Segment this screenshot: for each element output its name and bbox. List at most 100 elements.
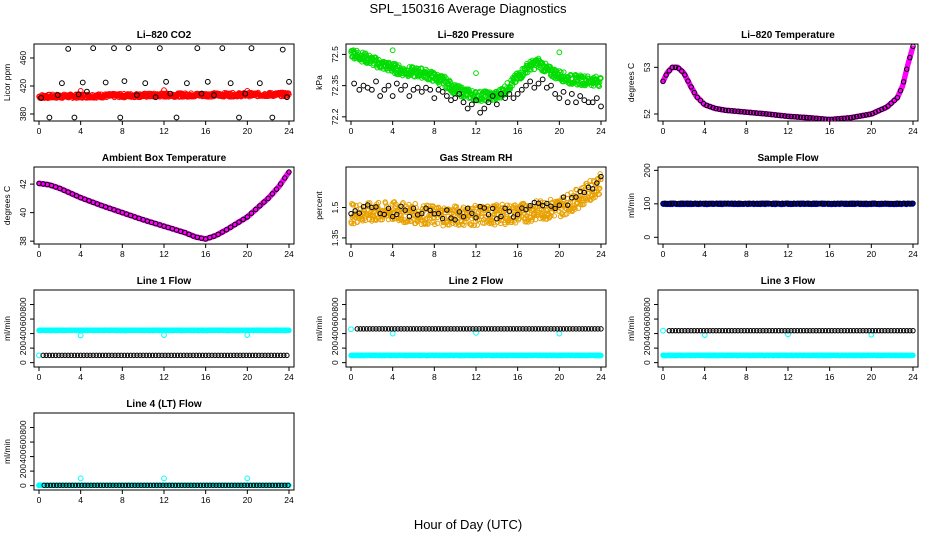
data-point [785,113,791,120]
data-point [593,95,600,102]
data-point [282,175,288,181]
y-tick-label: 72.2 [330,108,340,125]
data-point [385,82,392,89]
y-tick-label: 53 [642,62,652,72]
data-point [427,86,434,93]
data-point [772,112,779,118]
data-point [273,186,280,192]
y-tick-label: 200 [18,341,28,355]
y-tick-label: 800 [18,297,28,311]
data-point [382,200,389,206]
data-point [694,200,701,207]
data-point [506,91,513,97]
data-point [741,109,747,115]
data-point [685,78,691,84]
data-point [432,221,438,228]
data-point [212,352,218,359]
data-point [904,200,910,207]
data-point [427,207,433,214]
data-point [729,108,735,114]
data-point [423,205,429,211]
x-tick-label: 20 [555,372,565,382]
data-point [766,111,772,117]
y-tick-label: 200 [330,341,340,355]
data-point [452,217,458,223]
x-tick-label: 0 [37,126,42,136]
data-point [794,114,801,120]
y-tick-label: 400 [330,326,340,340]
data-point [447,78,453,85]
data-point [560,194,567,200]
data-point [90,352,96,359]
data-point [819,116,826,121]
data-point [561,69,567,75]
data-point [65,189,71,195]
data-point [143,352,149,359]
data-point [161,87,167,94]
x-tick-label: 16 [513,372,523,382]
x-tick-label: 8 [432,249,437,259]
data-point [854,113,860,120]
y-tick-label: 0 [18,360,28,365]
data-point [65,46,72,52]
data-point [666,200,672,207]
data-point [527,78,534,85]
data-point [894,94,901,101]
data-point [744,200,751,207]
data-point [398,203,404,209]
data-point [351,220,357,227]
x-tick-label: 16 [201,372,211,382]
data-point [531,84,538,91]
data-point [552,91,559,97]
x-tick-label: 20 [243,126,253,136]
data-point [453,203,460,210]
data-point [750,110,757,116]
data-point [788,113,794,120]
x-tick-label: 24 [596,372,606,382]
y-axis-label: kPa [314,75,324,90]
data-point [904,66,910,72]
data-point [137,352,143,359]
data-point [232,221,238,228]
data-point [190,352,196,359]
data-point [59,80,65,87]
data-point [725,200,732,207]
x-tick-label: 4 [78,126,83,136]
data-point [775,200,782,207]
panel-title: Li–820 Pressure [438,30,515,41]
data-point [221,352,228,359]
data-point [502,95,509,102]
data-point [236,219,242,225]
data-point [156,352,162,359]
data-point [548,213,554,219]
y-tick-label: 100 [642,196,652,210]
data-point [413,204,419,211]
data-point [211,92,217,98]
data-point [102,79,109,86]
data-point [807,200,813,207]
data-point [262,352,268,359]
data-point [112,352,118,359]
y-tick-label: 40 [18,208,28,218]
data-point [456,209,463,215]
data-point [377,93,384,99]
data-point [356,86,363,93]
x-tick-label: 0 [349,126,354,136]
plot-frame [33,166,295,245]
x-tick-label: 4 [390,126,395,136]
data-point [202,352,209,359]
data-point [219,45,226,52]
data-point [269,191,276,197]
data-point [850,114,857,120]
data-point [199,352,206,359]
data-point [860,112,866,119]
data-point [252,206,259,213]
data-point [523,206,529,213]
data-point [219,229,226,235]
data-point [510,95,517,102]
data-point [402,82,409,89]
panel-title: Line 1 Flow [137,276,192,287]
data-point [597,185,603,191]
